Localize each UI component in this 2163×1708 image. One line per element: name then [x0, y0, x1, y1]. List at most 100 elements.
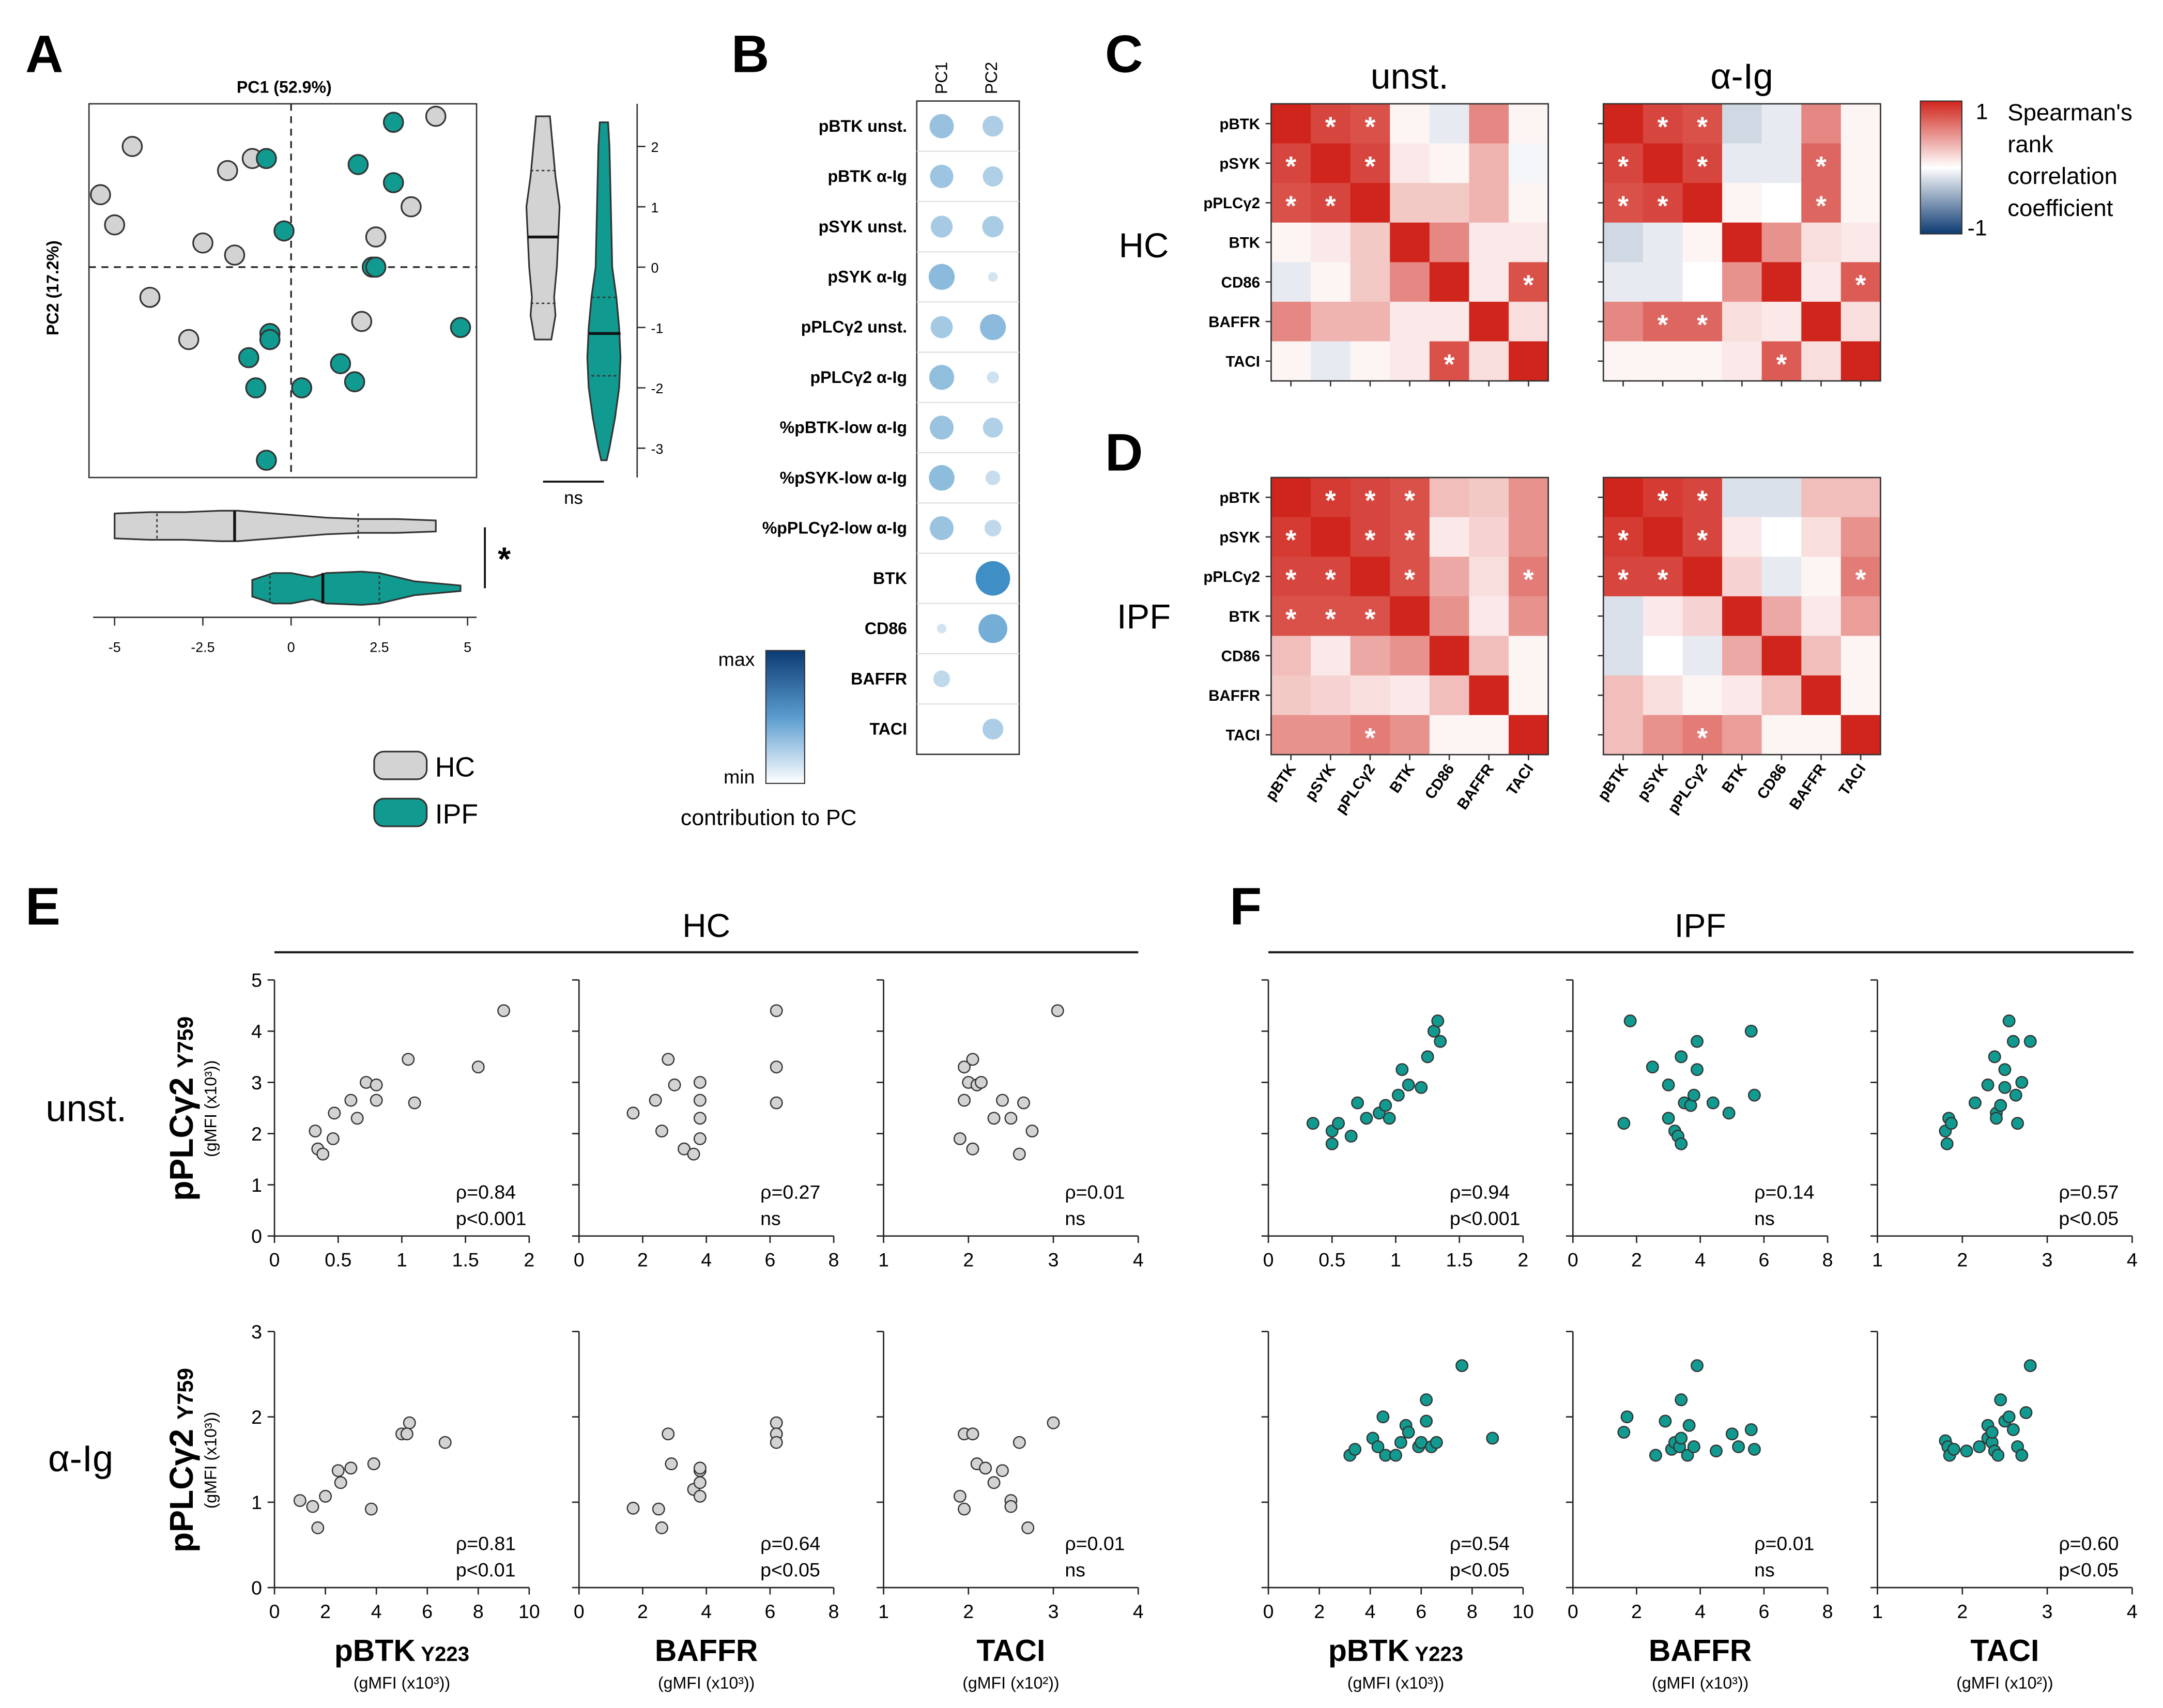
y-tick-label: 1 — [251, 1174, 262, 1196]
xlabel-site: Y223 — [416, 1642, 469, 1666]
hc-scatter-point — [350, 1112, 364, 1125]
ipf-scatter-point — [1991, 1449, 2005, 1462]
ipf-scatter-point — [1722, 1106, 1736, 1120]
scatter-panel: 1 2 3 4 ρ=0.57 p<0.05 — [1870, 979, 2138, 1271]
heatmap-cell — [1722, 222, 1762, 263]
heatmap-cell — [1509, 183, 1549, 223]
heatmap-cell — [1311, 557, 1351, 597]
xlabel-unit: (gMFI (x10²)) — [962, 1674, 1059, 1692]
pc2-bubble — [979, 314, 1006, 341]
heatmap-cell — [1390, 341, 1430, 381]
hc-scatter-point — [966, 1142, 979, 1156]
panel-label-e: E — [25, 877, 60, 936]
heatmap-cell — [1429, 675, 1470, 716]
heatmap-cell — [1840, 675, 1881, 716]
heatmap-col-label: BTK — [1719, 761, 1751, 796]
x-tick-label: 2 — [1314, 1601, 1325, 1622]
heatmap-cell — [1840, 143, 1881, 183]
x-tick-label: 1.5 — [1446, 1249, 1473, 1271]
ipf-scatter-point — [1973, 1440, 1986, 1453]
ipf-scatter-point — [1947, 1442, 1960, 1456]
hc-scatter-point — [693, 1132, 707, 1145]
ipf-point — [291, 377, 313, 398]
pc1-bubble — [929, 416, 954, 440]
pc1-bubble — [928, 264, 955, 290]
p-value: p<0.05 — [2059, 1559, 2119, 1581]
ipf-scatter-point — [1646, 1060, 1659, 1074]
heatmap-cell — [1311, 183, 1351, 223]
heatmap-cell — [1509, 301, 1549, 342]
ylabel-unit: (gMFI (x10³)) — [202, 1412, 220, 1509]
heatmap-cell — [1603, 222, 1644, 263]
heatmap-cell — [1801, 143, 1842, 183]
significance-star: * — [1658, 191, 1668, 221]
ylabel-unit: (gMFI (x10³)) — [202, 1060, 220, 1157]
ipf-scatter-point — [1662, 1112, 1675, 1125]
ipf-scatter-point — [2006, 1423, 2020, 1436]
hc-scatter-point — [953, 1489, 967, 1503]
heatmap-row-label: BTK — [1229, 608, 1260, 625]
heatmap-cell — [1271, 183, 1311, 223]
heatmap-cell — [1311, 341, 1351, 381]
hc-scatter-point — [770, 1436, 783, 1449]
x-tick-label: 2 — [1957, 1249, 1968, 1271]
ipf-scatter-point — [1960, 1444, 1973, 1458]
pc2-bubble — [978, 614, 1008, 643]
ipf-scatter-point — [1747, 1442, 1761, 1456]
pc2-violin-ipf — [586, 121, 622, 461]
significance-star: * — [1325, 565, 1336, 595]
heatmap-cell — [1509, 341, 1549, 381]
heatmap-cell — [1840, 517, 1881, 558]
heatmap-cell — [1509, 103, 1549, 144]
y-tick-label: 3 — [251, 1072, 262, 1094]
ipf-scatter-point — [1376, 1410, 1390, 1424]
significance-star: * — [1697, 485, 1708, 516]
hc-scatter-point — [471, 1060, 485, 1074]
heatmap-cell — [1801, 301, 1842, 342]
hc-scatter-point — [402, 1053, 415, 1066]
x-tick-label: 1 — [878, 1249, 889, 1271]
pc2-tick-label: -3 — [651, 441, 664, 457]
ipf-scatter-point — [1998, 1063, 2012, 1076]
heatmap-cell — [1350, 222, 1391, 263]
ipf-scatter-point — [1691, 1063, 1704, 1076]
heatmap-row-label: pBTK — [1219, 489, 1260, 506]
ipf-point — [382, 112, 404, 133]
ipf-scatter-point — [2002, 1014, 2016, 1027]
ylabel-site: Y759 — [173, 1017, 198, 1068]
heatmap-cell — [1469, 557, 1509, 597]
significance-star: * — [1365, 485, 1376, 516]
contribution-row-label: pBTK unst. — [819, 117, 907, 135]
ipf-scatter-point — [1421, 1050, 1434, 1064]
heatmap-cell — [1801, 517, 1842, 558]
ipf-scatter-point — [1940, 1137, 1954, 1150]
y-tick-label: 5 — [251, 970, 262, 991]
heatmap-cell — [1350, 183, 1391, 223]
contribution-row-label: BTK — [873, 569, 907, 588]
xlabel-main: pBTK — [334, 1634, 416, 1668]
heatmap-cell — [1429, 715, 1470, 756]
pc2-tick-label: -1 — [651, 320, 664, 336]
ipf-scatter-point — [2009, 1088, 2022, 1102]
ipf-scatter-point — [2015, 1449, 2029, 1462]
x-tick-label: 8 — [1822, 1249, 1833, 1271]
heatmap-cell — [1722, 183, 1762, 223]
hc-scatter-point — [626, 1106, 640, 1120]
heatmap-cell — [1469, 183, 1509, 223]
heatmap-cell — [1801, 103, 1842, 144]
xlabel-main: BAFFR — [1649, 1634, 1752, 1668]
hc-scatter-point — [1004, 1112, 1018, 1125]
heatmap-cell — [1469, 596, 1509, 637]
heatmap-cell — [1840, 478, 1881, 518]
ipf-scatter-point — [2023, 1359, 2037, 1373]
hc-scatter-point — [311, 1521, 325, 1534]
ylabel-main: pPLCγ2 — [163, 1068, 200, 1201]
x-tick-label: 0 — [269, 1601, 280, 1622]
x-tick-label: 0 — [1568, 1249, 1578, 1271]
pc2-bubble — [982, 115, 1004, 137]
ipf-scatter-point — [1744, 1024, 1758, 1038]
heatmap-cell — [1271, 341, 1311, 381]
heatmap-col-label: BAFFR — [1454, 761, 1497, 813]
x-tick-label: 8 — [1822, 1601, 1833, 1622]
ylabel-text: pPLCγ2 Y759 — [163, 1368, 200, 1552]
